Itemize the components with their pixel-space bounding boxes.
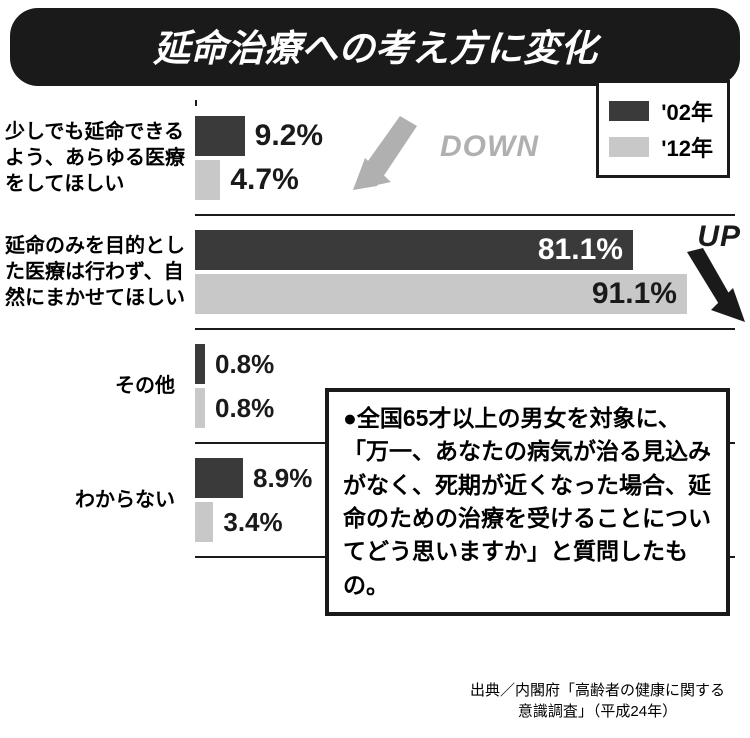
category-label-1: 延命のみを目的とした医療は行わず、自然にまかせてほしい — [5, 233, 185, 311]
title-banner: 延命治療への考え方に変化 — [10, 8, 740, 86]
bar-fill-2012-0 — [195, 160, 220, 200]
source-citation: 出典／内閣府「高齢者の健康に関する 意識調査」（平成24年） — [470, 680, 725, 722]
legend-label-2012: '12年 — [661, 131, 713, 163]
down-arrow-icon — [345, 108, 435, 198]
source-line2: 意識調査」（平成24年） — [470, 701, 725, 722]
bar-2012-1: 91.1% — [195, 274, 735, 314]
bar-fill-2002-1: 81.1% — [195, 230, 633, 270]
legend-label-2002: '02年 — [661, 95, 713, 127]
value-2002-2: 0.8% — [215, 349, 274, 380]
bar-fill-2002-0 — [195, 116, 245, 156]
legend-row-2012: '12年 — [609, 131, 713, 163]
value-2012-2: 0.8% — [215, 393, 274, 424]
value-2002-3: 8.9% — [253, 463, 312, 494]
legend: '02年 '12年 — [596, 80, 730, 178]
down-label: DOWN — [440, 130, 539, 164]
bar-fill-2012-1: 91.1% — [195, 274, 687, 314]
value-2002-0: 9.2% — [255, 119, 323, 153]
value-2012-0: 4.7% — [230, 163, 298, 197]
legend-swatch-2012 — [609, 137, 649, 157]
row-group-1: 延命のみを目的とした医療は行わず、自然にまかせてほしい 81.1% 91.1% … — [195, 214, 735, 328]
bar-2002-2: 0.8% — [195, 344, 735, 384]
value-2012-3: 3.4% — [223, 507, 282, 538]
note-box: ●全国65才以上の男女を対象に、「万一、あなたの病気が治る見込みがなく、死期が近… — [325, 388, 730, 616]
axis-tick — [195, 100, 197, 106]
bar-fill-2002-2 — [195, 344, 205, 384]
source-line1: 出典／内閣府「高齢者の健康に関する — [470, 680, 725, 701]
category-label-3: わからない — [5, 487, 185, 513]
bar-fill-2012-3 — [195, 502, 213, 542]
bar-2002-1: 81.1% — [195, 230, 735, 270]
legend-row-2002: '02年 — [609, 95, 713, 127]
bar-fill-2002-3 — [195, 458, 243, 498]
bar-fill-2012-2 — [195, 388, 205, 428]
category-label-2: その他 — [5, 373, 185, 399]
up-arrow-icon — [677, 248, 747, 328]
category-label-0: 少しでも延命できるよう、あらゆる医療をしてほしい — [5, 119, 185, 197]
legend-swatch-2002 — [609, 101, 649, 121]
